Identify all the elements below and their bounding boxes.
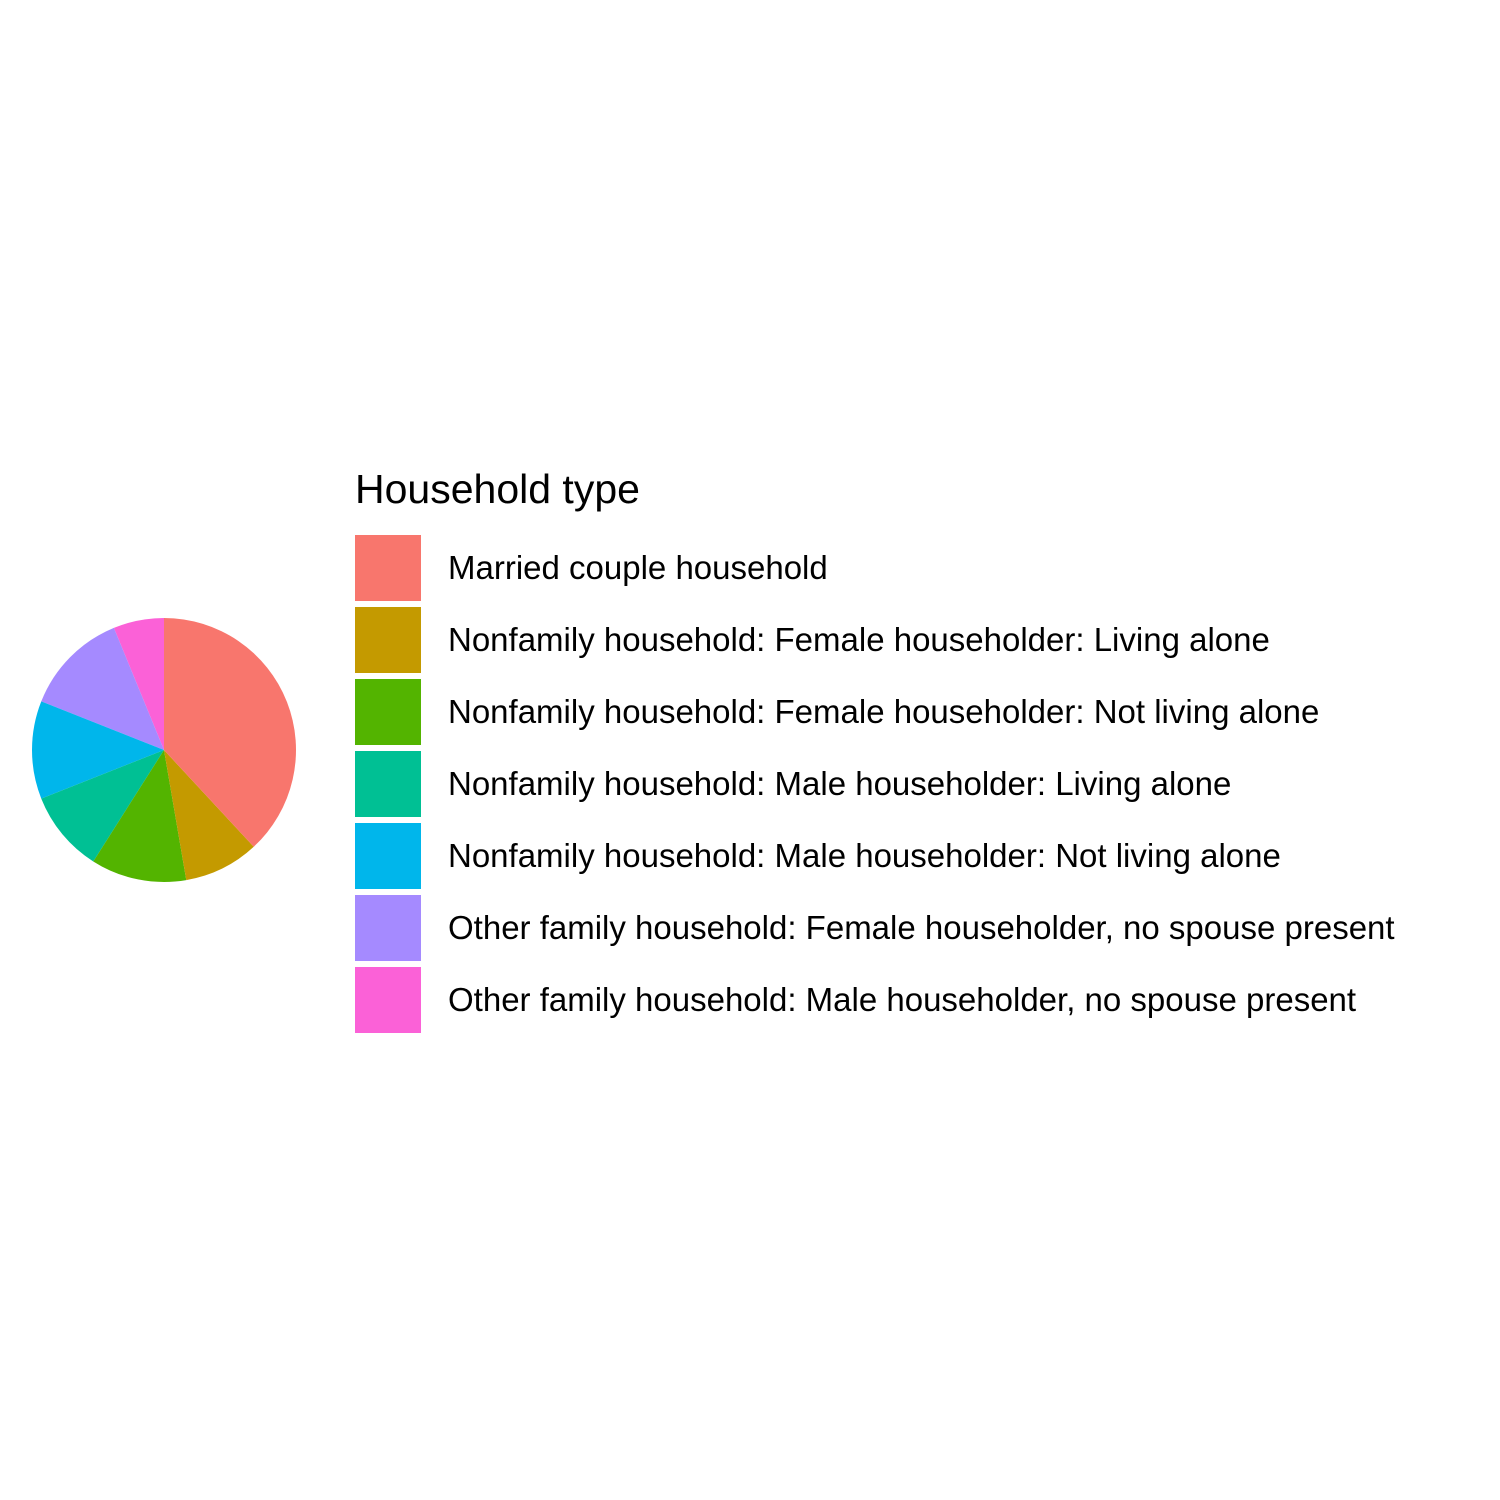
pie-slice-1	[164, 618, 296, 847]
legend-item-1: Married couple household	[355, 532, 1395, 604]
legend-swatch-3	[355, 679, 421, 745]
legend-swatch-7	[355, 967, 421, 1033]
legend-item-2: Nonfamily household: Female householder:…	[355, 604, 1395, 676]
legend-item-4: Nonfamily household: Male householder: L…	[355, 748, 1395, 820]
pie-slice-7	[113, 618, 164, 750]
legend-label-6: Other family household: Female household…	[448, 909, 1395, 946]
legend-item-3: Nonfamily household: Female householder:…	[355, 676, 1395, 748]
legend-items: Married couple household Nonfamily househ…	[355, 532, 1395, 1036]
pie-slice-6	[41, 627, 164, 750]
legend: Household type Married couple household N…	[355, 462, 1395, 1036]
legend-swatch-2	[355, 607, 421, 673]
legend-title: Household type	[355, 466, 640, 512]
legend-label-3: Nonfamily household: Female householder:…	[448, 693, 1320, 730]
legend-item-5: Nonfamily household: Male householder: N…	[355, 820, 1395, 892]
pie-slice-3	[93, 750, 187, 883]
legend-label-2: Nonfamily household: Female householder:…	[448, 621, 1270, 658]
legend-label-5: Nonfamily household: Male householder: N…	[448, 837, 1281, 874]
legend-label-7: Other family household: Male householder…	[448, 981, 1357, 1018]
legend-swatch-6	[355, 895, 421, 961]
legend-label-1: Married couple household	[448, 549, 828, 586]
legend-label-4: Nonfamily household: Male householder: L…	[448, 765, 1232, 802]
pie-slice-5	[32, 701, 164, 799]
legend-swatch-5	[355, 823, 421, 889]
pie-slice-4	[41, 750, 164, 862]
legend-swatch-4	[355, 751, 421, 817]
legend-item-7: Other family household: Male householder…	[355, 964, 1395, 1036]
legend-item-6: Other family household: Female household…	[355, 892, 1395, 964]
pie-slice-2	[164, 750, 254, 881]
legend-swatch-1	[355, 535, 421, 601]
